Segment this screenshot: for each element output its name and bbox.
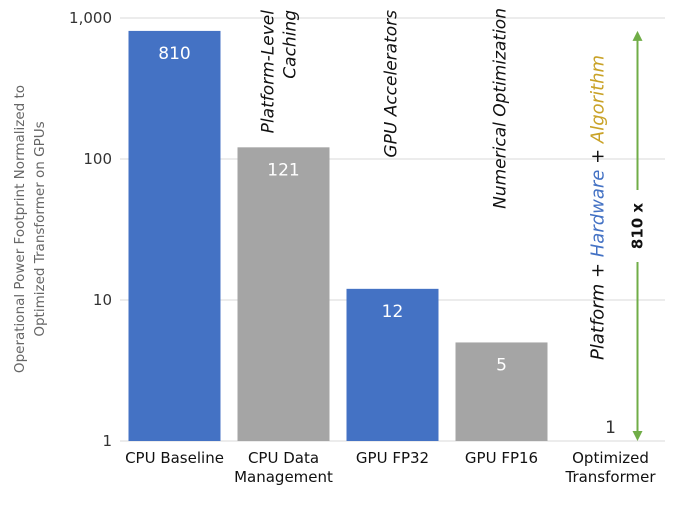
data-labels: 810 121 12 5 1	[158, 44, 616, 438]
arrowhead-up-icon	[632, 30, 643, 41]
bar	[237, 147, 330, 441]
summary-segment: +	[588, 143, 609, 170]
improvement-arrow: 810 x	[629, 30, 647, 441]
y-tick-label: 100	[83, 150, 112, 168]
summary-label: Platform + Hardware + Algorithm	[588, 55, 609, 360]
annotation-line: GPU Accelerators	[382, 10, 402, 158]
category-label-line: Transformer	[564, 468, 656, 486]
category-label-line: GPU FP16	[465, 449, 538, 467]
annotation-line: Caching	[281, 10, 301, 79]
annotation: Platform-Level Caching	[259, 10, 301, 134]
x-axis-categories: CPU Baseline CPU Data Management GPU FP32 GP…	[125, 449, 656, 486]
y-axis-title-line: Operational Power Footprint Normalized t…	[12, 85, 28, 373]
category-label-line: Optimized	[572, 449, 649, 467]
factor-label: 810 x	[629, 203, 647, 250]
y-tick-label: 1,000	[69, 9, 112, 27]
data-label: 12	[382, 302, 404, 322]
data-label: 121	[267, 160, 299, 180]
category-label-line: GPU FP32	[356, 449, 429, 467]
annotation: Numerical Optimization	[491, 8, 511, 209]
bar	[128, 30, 221, 441]
category-label-line: CPU Data	[248, 449, 319, 467]
data-label: 810	[158, 44, 190, 64]
y-axis-title-line: Optimized Transformer on GPUs	[32, 121, 48, 336]
arrowhead-down-icon	[632, 431, 643, 441]
category-label-line: Management	[234, 468, 333, 486]
y-axis-title: Operational Power Footprint Normalized t…	[12, 85, 48, 373]
y-tick-label: 1	[102, 432, 112, 450]
summary-segment: Algorithm	[588, 55, 609, 144]
category-label: GPU FP16	[465, 449, 538, 467]
y-axis: 1 10 100 1,000 Operational Power Footprint N…	[12, 9, 112, 450]
category-label: CPU Baseline	[125, 449, 224, 467]
annotation: GPU Accelerators	[382, 10, 402, 158]
y-tick-label: 10	[93, 291, 112, 309]
bar	[346, 288, 439, 441]
category-label: GPU FP32	[356, 449, 429, 467]
data-label: 1	[605, 418, 616, 438]
bars	[128, 30, 548, 441]
category-label: Optimized Transformer	[564, 449, 656, 486]
summary-segment: +	[588, 257, 609, 284]
category-label: CPU Data Management	[234, 449, 333, 486]
summary-segment: Hardware	[588, 170, 609, 258]
bar	[455, 342, 548, 441]
data-label: 5	[496, 355, 507, 375]
category-label-line: CPU Baseline	[125, 449, 224, 467]
annotation-line: Platform-Level	[259, 10, 279, 134]
annotations: Platform-Level Caching GPU Accelerators Num…	[259, 8, 609, 360]
summary-segment: Platform	[588, 284, 609, 360]
annotation-line: Numerical Optimization	[491, 8, 511, 209]
